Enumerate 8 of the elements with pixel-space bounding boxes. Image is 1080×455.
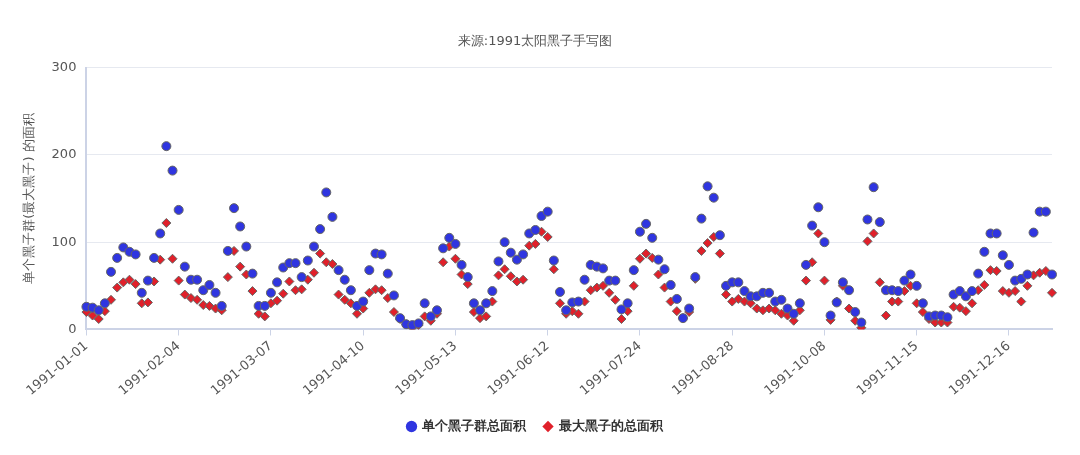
y-axis-title: 单个黑子群(最大黑子) 的面积 <box>21 113 37 284</box>
y-tick-label: 200 <box>51 146 77 162</box>
y-tick-label: 100 <box>51 233 77 249</box>
legend-label: 最大黑子的总面积 <box>557 417 664 433</box>
chart-title: 来源:1991太阳黑子手写图 <box>457 33 613 49</box>
legend-label: 单个黑子群总面积 <box>421 417 527 433</box>
y-tick-label: 300 <box>51 58 77 74</box>
y-tick-label: 0 <box>68 320 77 336</box>
